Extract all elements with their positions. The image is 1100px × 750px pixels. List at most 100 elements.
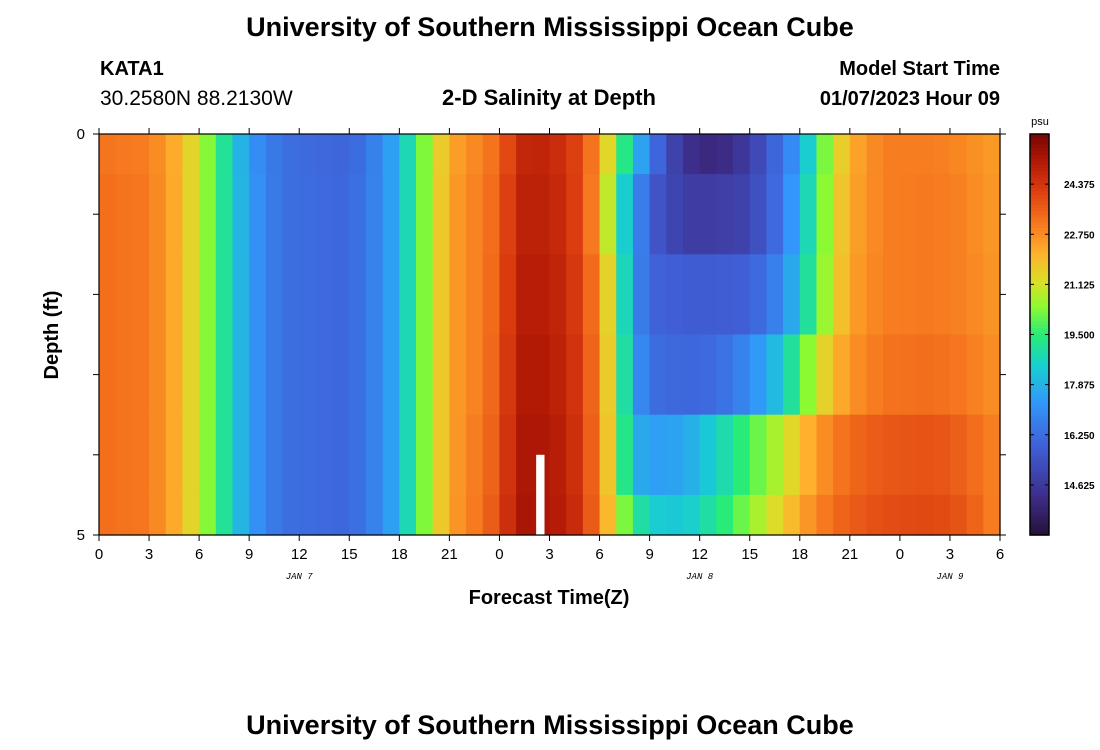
- x-tick-label: 0: [95, 546, 103, 563]
- heatmap-cell: [949, 254, 968, 336]
- heatmap-cell: [232, 134, 250, 175]
- heatmap-cell: [566, 134, 584, 175]
- colorbar-swatch: [1030, 384, 1049, 389]
- colorbar-swatch: [1030, 418, 1049, 422]
- colorbar-swatch: [1030, 317, 1049, 322]
- heatmap-cell: [199, 134, 217, 175]
- colorbar-swatch: [1030, 170, 1049, 175]
- heatmap-cell: [532, 174, 551, 255]
- heatmap-cell: [349, 494, 367, 536]
- heatmap-cell: [249, 334, 267, 416]
- heatmap-cell: [149, 134, 167, 175]
- heatmap-cell: [699, 414, 717, 496]
- heatmap-cell: [933, 134, 951, 175]
- heatmap-cell: [916, 334, 934, 416]
- heatmap-cell: [332, 134, 350, 175]
- heatmap-cell: [983, 254, 1001, 336]
- colorbar-swatch: [1030, 458, 1049, 463]
- heatmap-cell: [566, 414, 584, 496]
- heatmap-cell: [966, 254, 984, 336]
- heatmap-cell: [482, 414, 501, 496]
- x-tick-label: 6: [595, 546, 603, 563]
- heatmap-cell: [833, 334, 851, 416]
- heatmap-cell: [966, 414, 984, 496]
- heatmap-cell: [149, 494, 167, 536]
- heatmap-cell: [215, 414, 234, 496]
- heatmap-cell: [632, 414, 651, 496]
- x-tick-label: 3: [545, 546, 553, 563]
- heatmap-cell: [215, 174, 234, 255]
- heatmap-cell: [716, 254, 734, 336]
- heatmap-cell: [566, 254, 584, 336]
- colorbar-swatch: [1030, 524, 1049, 529]
- heatmap-cell: [733, 494, 751, 536]
- colorbar-swatch: [1030, 240, 1049, 245]
- heatmap-cell: [883, 134, 901, 175]
- colorbar-swatch: [1030, 271, 1049, 275]
- colorbar-swatch: [1030, 254, 1049, 259]
- heatmap-cell: [632, 254, 651, 336]
- heatmap-cell: [165, 334, 184, 416]
- heatmap-cell: [549, 414, 567, 496]
- heatmap-cell: [966, 494, 984, 536]
- heatmap-cell: [799, 254, 818, 336]
- heatmap-cell: [99, 414, 117, 496]
- heatmap-cell: [215, 134, 234, 175]
- y-axis-title: Depth (ft): [41, 291, 63, 380]
- heatmap-cell: [899, 334, 918, 416]
- heatmap-cell: [299, 174, 317, 255]
- model-start-value: 01/07/2023 Hour 09: [820, 88, 1000, 110]
- heatmap-cell: [682, 134, 701, 175]
- heatmap-cell: [933, 174, 951, 255]
- heatmap-cell: [265, 134, 284, 175]
- heatmap-cell: [566, 174, 584, 255]
- heatmap-cell: [883, 254, 901, 336]
- heatmap-cell: [199, 254, 217, 336]
- heatmap-cell: [99, 134, 117, 175]
- heatmap-cell: [749, 254, 768, 336]
- heatmap-cell: [265, 334, 284, 416]
- colorbar-swatch: [1030, 464, 1049, 469]
- heatmap-cell: [933, 414, 951, 496]
- heatmap-cell: [349, 254, 367, 336]
- colorbar-swatch: [1030, 167, 1049, 172]
- colorbar-swatch: [1030, 341, 1049, 346]
- y-tick-label: 0: [77, 126, 85, 143]
- heatmap-cell: [833, 254, 851, 336]
- y-axis: 05: [77, 126, 1006, 544]
- colorbar-swatch: [1030, 230, 1049, 235]
- heatmap-cell: [365, 494, 384, 536]
- colorbar-swatch: [1030, 374, 1049, 379]
- heatmap-cell: [449, 494, 467, 536]
- colorbar-swatch: [1030, 408, 1049, 412]
- heatmap-cell: [516, 134, 534, 175]
- heatmap-cell: [382, 174, 400, 255]
- heatmap-cell: [916, 494, 934, 536]
- colorbar-swatch: [1030, 511, 1049, 516]
- heatmap-cell: [416, 414, 434, 496]
- heatmap-cell: [799, 494, 818, 536]
- heatmap-cell: [599, 134, 617, 175]
- heatmap-cell: [182, 254, 200, 336]
- colorbar-swatch: [1030, 391, 1049, 396]
- heatmap-cell: [282, 414, 300, 496]
- x-tick-label: 15: [341, 546, 358, 563]
- heatmap-cell: [933, 494, 951, 536]
- heatmap-cell: [883, 494, 901, 536]
- heatmap-cell: [249, 134, 267, 175]
- heatmap-cell: [883, 414, 901, 496]
- heatmap-cell: [165, 414, 184, 496]
- heatmap-cell: [916, 254, 934, 336]
- colorbar-swatch: [1030, 337, 1049, 342]
- heatmap-cell: [282, 254, 300, 336]
- heatmap-cell: [983, 494, 1001, 536]
- heatmap-cell: [449, 334, 467, 416]
- heatmap-cell: [666, 134, 684, 175]
- colorbar-swatch: [1030, 264, 1049, 269]
- heatmap-cell: [249, 414, 267, 496]
- colorbar-swatch: [1030, 197, 1049, 202]
- heatmap-cell: [783, 174, 801, 255]
- heatmap-cell: [966, 134, 984, 175]
- heatmap-cell: [866, 254, 884, 336]
- colorbar-swatch: [1030, 344, 1049, 349]
